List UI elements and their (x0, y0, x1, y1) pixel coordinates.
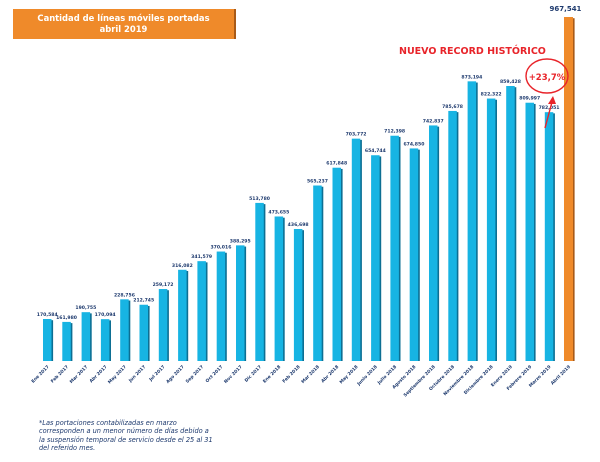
footnote-line: *Las portaciones contabilizadas en marzo (39, 419, 177, 427)
footnote: *Las portaciones contabilizadas en marzo… (39, 419, 269, 453)
value-label: 513,780 (249, 196, 270, 202)
x-tick-label: Mar 2017 (69, 364, 90, 385)
chart-subtitle: abril 2019 (99, 24, 148, 34)
bar (390, 135, 399, 361)
bar (293, 228, 303, 361)
chart-title: Cantidad de líneas móviles portadas (37, 13, 210, 23)
x-tick-label: Feb 2018 (281, 364, 301, 384)
x-tick-label: Mar 2018 (300, 364, 321, 385)
bar (332, 167, 341, 361)
bar (429, 125, 438, 362)
value-label: 617,848 (326, 161, 347, 167)
bar (313, 185, 322, 361)
x-tick-label: Oct 2017 (204, 364, 224, 384)
value-label: 161,980 (56, 315, 77, 321)
bar-highlight (564, 17, 573, 361)
footnote-line: corresponden a un menor número de días d… (39, 427, 209, 436)
value-label: 259,172 (153, 282, 174, 288)
value-label: 654,744 (365, 148, 386, 154)
value-label: 212,745 (133, 298, 154, 304)
bar (506, 86, 515, 361)
x-tick-label: Ene 2018 (262, 364, 282, 384)
value-label: 170,584 (37, 312, 58, 318)
value-label: 473,655 (268, 209, 289, 215)
value-label: 388,295 (230, 238, 251, 244)
bar (448, 110, 457, 362)
bar (81, 312, 91, 361)
x-tick-label: May 2018 (338, 364, 359, 385)
value-label: 742,837 (423, 118, 444, 124)
x-tick-label: Ago 2017 (165, 364, 186, 385)
footnote-line: la suspensión temporal de servicio desde… (39, 435, 213, 444)
x-tick-label: Dic 2017 (244, 364, 263, 383)
bar (409, 148, 419, 361)
bar (544, 112, 554, 361)
bars-group (43, 17, 575, 362)
growth-percentage: +23,7% (529, 73, 566, 83)
value-label: 785,678 (442, 104, 463, 110)
x-tick-label: Abr 2017 (88, 364, 108, 384)
x-tick-label: Jun 2017 (127, 364, 147, 384)
growth-circle (525, 58, 569, 94)
value-label: 703,772 (346, 132, 367, 138)
chart-title-box: Cantidad de líneas móviles portadas abri… (13, 9, 236, 39)
value-label: 873,194 (461, 74, 482, 80)
value-label: 859,428 (500, 79, 521, 85)
growth-arrow (544, 96, 556, 129)
x-tick-label: Sep 2017 (185, 364, 206, 385)
bar (158, 289, 168, 361)
bar (467, 81, 477, 361)
bar (351, 138, 361, 361)
value-label: 674,850 (403, 141, 424, 147)
value-label: 436,698 (288, 222, 309, 228)
x-tick-label: Nov 2017 (223, 364, 244, 385)
bar (486, 98, 496, 361)
record-annotation: NUEVO RECORD HISTÓRICO (399, 45, 546, 57)
bar (255, 202, 264, 361)
value-label: 967,541 (550, 5, 582, 13)
value-label: 712,398 (384, 129, 405, 135)
x-tick-label: May 2017 (107, 364, 128, 385)
x-tick-label: Feb 2017 (50, 364, 70, 384)
bar (62, 321, 71, 361)
bar (100, 319, 110, 361)
x-tick-label: Jul 2017 (147, 364, 166, 383)
bar (274, 216, 284, 361)
bar (525, 102, 534, 361)
value-label: 228,756 (114, 292, 135, 298)
value-label: 822,322 (481, 92, 502, 98)
value-label: 341,579 (191, 254, 212, 260)
value-label: 782,051 (539, 105, 560, 111)
x-tick-label: Ene 2017 (30, 364, 50, 384)
bar (178, 269, 187, 361)
footnote-line: del referido mes. (39, 444, 96, 453)
bar (139, 304, 148, 361)
value-label: 809,997 (519, 96, 540, 102)
x-tick-label: Septiembre 2018 (402, 364, 436, 398)
value-label: 565,237 (307, 179, 328, 185)
value-label: 370,016 (210, 245, 231, 251)
bar (236, 245, 245, 361)
value-label: 170,094 (95, 312, 116, 318)
value-label: 190,755 (75, 305, 96, 311)
x-tick-label: Junio 2018 (355, 364, 378, 387)
x-tick-label: Abr 2018 (320, 364, 340, 384)
bar (120, 299, 129, 361)
bar (43, 319, 52, 361)
bar (371, 155, 380, 361)
bar (216, 251, 226, 361)
value-label: 316,082 (172, 263, 193, 269)
x-tick-label: Abril 2019 (550, 364, 572, 386)
bar (197, 261, 206, 361)
